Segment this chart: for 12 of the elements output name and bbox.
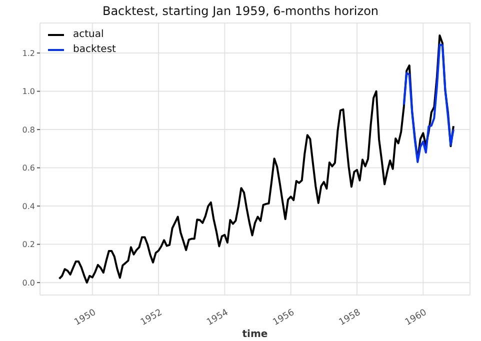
legend-label: backtest [73, 43, 116, 57]
chart-title: Backtest, starting Jan 1959, 6-months horizon [101, 4, 380, 18]
legend-label: actual [73, 28, 104, 42]
y-tick-label: 0.6 [22, 164, 35, 173]
line-series [402, 44, 454, 164]
y-tick-label: 1.0 [22, 87, 35, 96]
y-tick-label: 0.4 [22, 202, 35, 211]
y-tick-label: 0.8 [22, 125, 35, 134]
x-axis-title: time [242, 329, 268, 340]
y-tick-label: 0.0 [22, 278, 35, 288]
y-tick-label: 1.2 [22, 48, 35, 58]
y-tick-label: 0.2 [22, 240, 35, 250]
